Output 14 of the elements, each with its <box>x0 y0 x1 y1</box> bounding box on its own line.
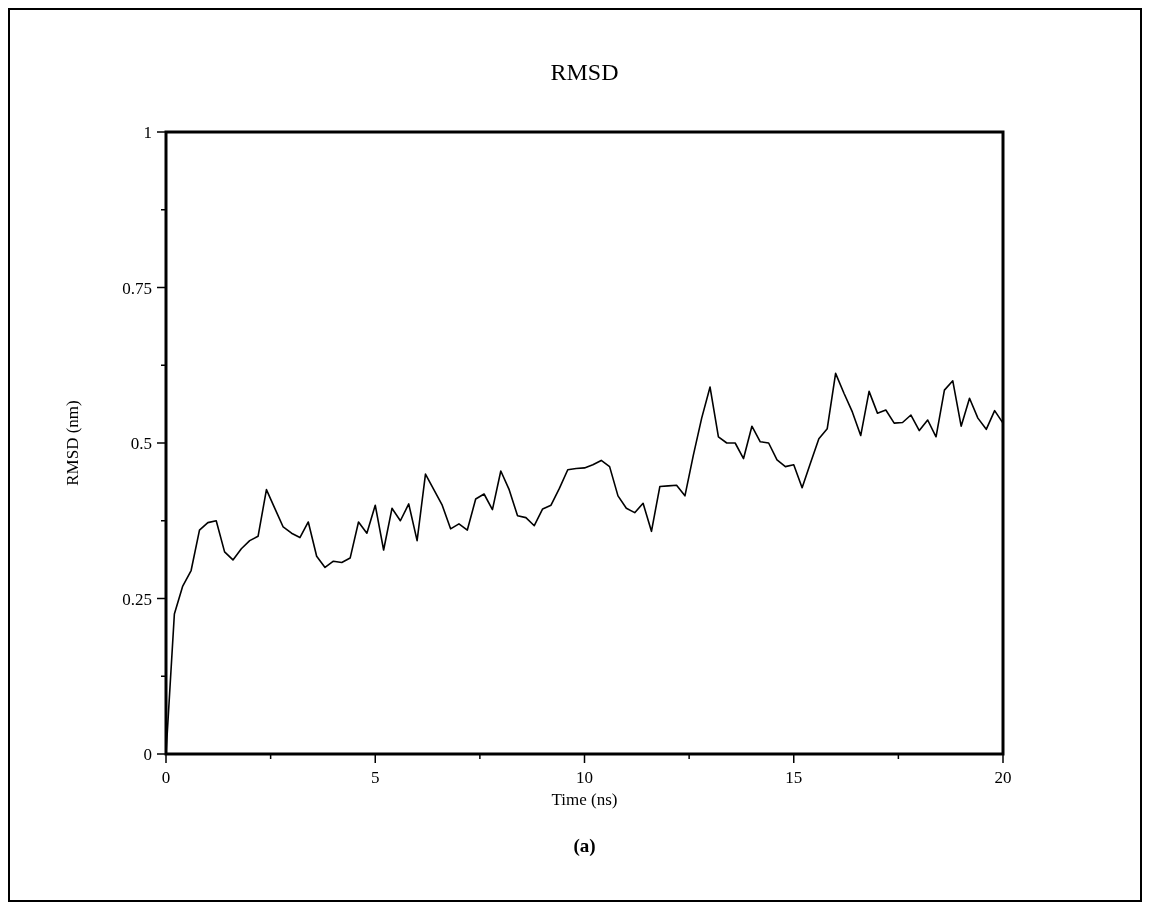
y-tick-label: 0.25 <box>122 589 152 609</box>
x-tick-label: 10 <box>576 768 593 787</box>
text: (a) <box>573 835 596 857</box>
y-tick-label: 0.75 <box>122 278 152 298</box>
x-axis-title: Time (ns) <box>551 790 618 809</box>
x-tick-label: 20 <box>994 768 1012 787</box>
y-tick-label: 0.5 <box>130 434 152 453</box>
y-tick-label: 0 <box>143 745 152 764</box>
x-tick-label: 5 <box>371 768 380 787</box>
chart-title: RMSD <box>550 59 619 85</box>
y-tick-label: 1 <box>143 123 152 142</box>
x-tick-label: 15 <box>785 768 803 787</box>
y-axis-title: RMSD (nm) <box>63 400 82 486</box>
x-tick-label: 0 <box>161 768 171 787</box>
